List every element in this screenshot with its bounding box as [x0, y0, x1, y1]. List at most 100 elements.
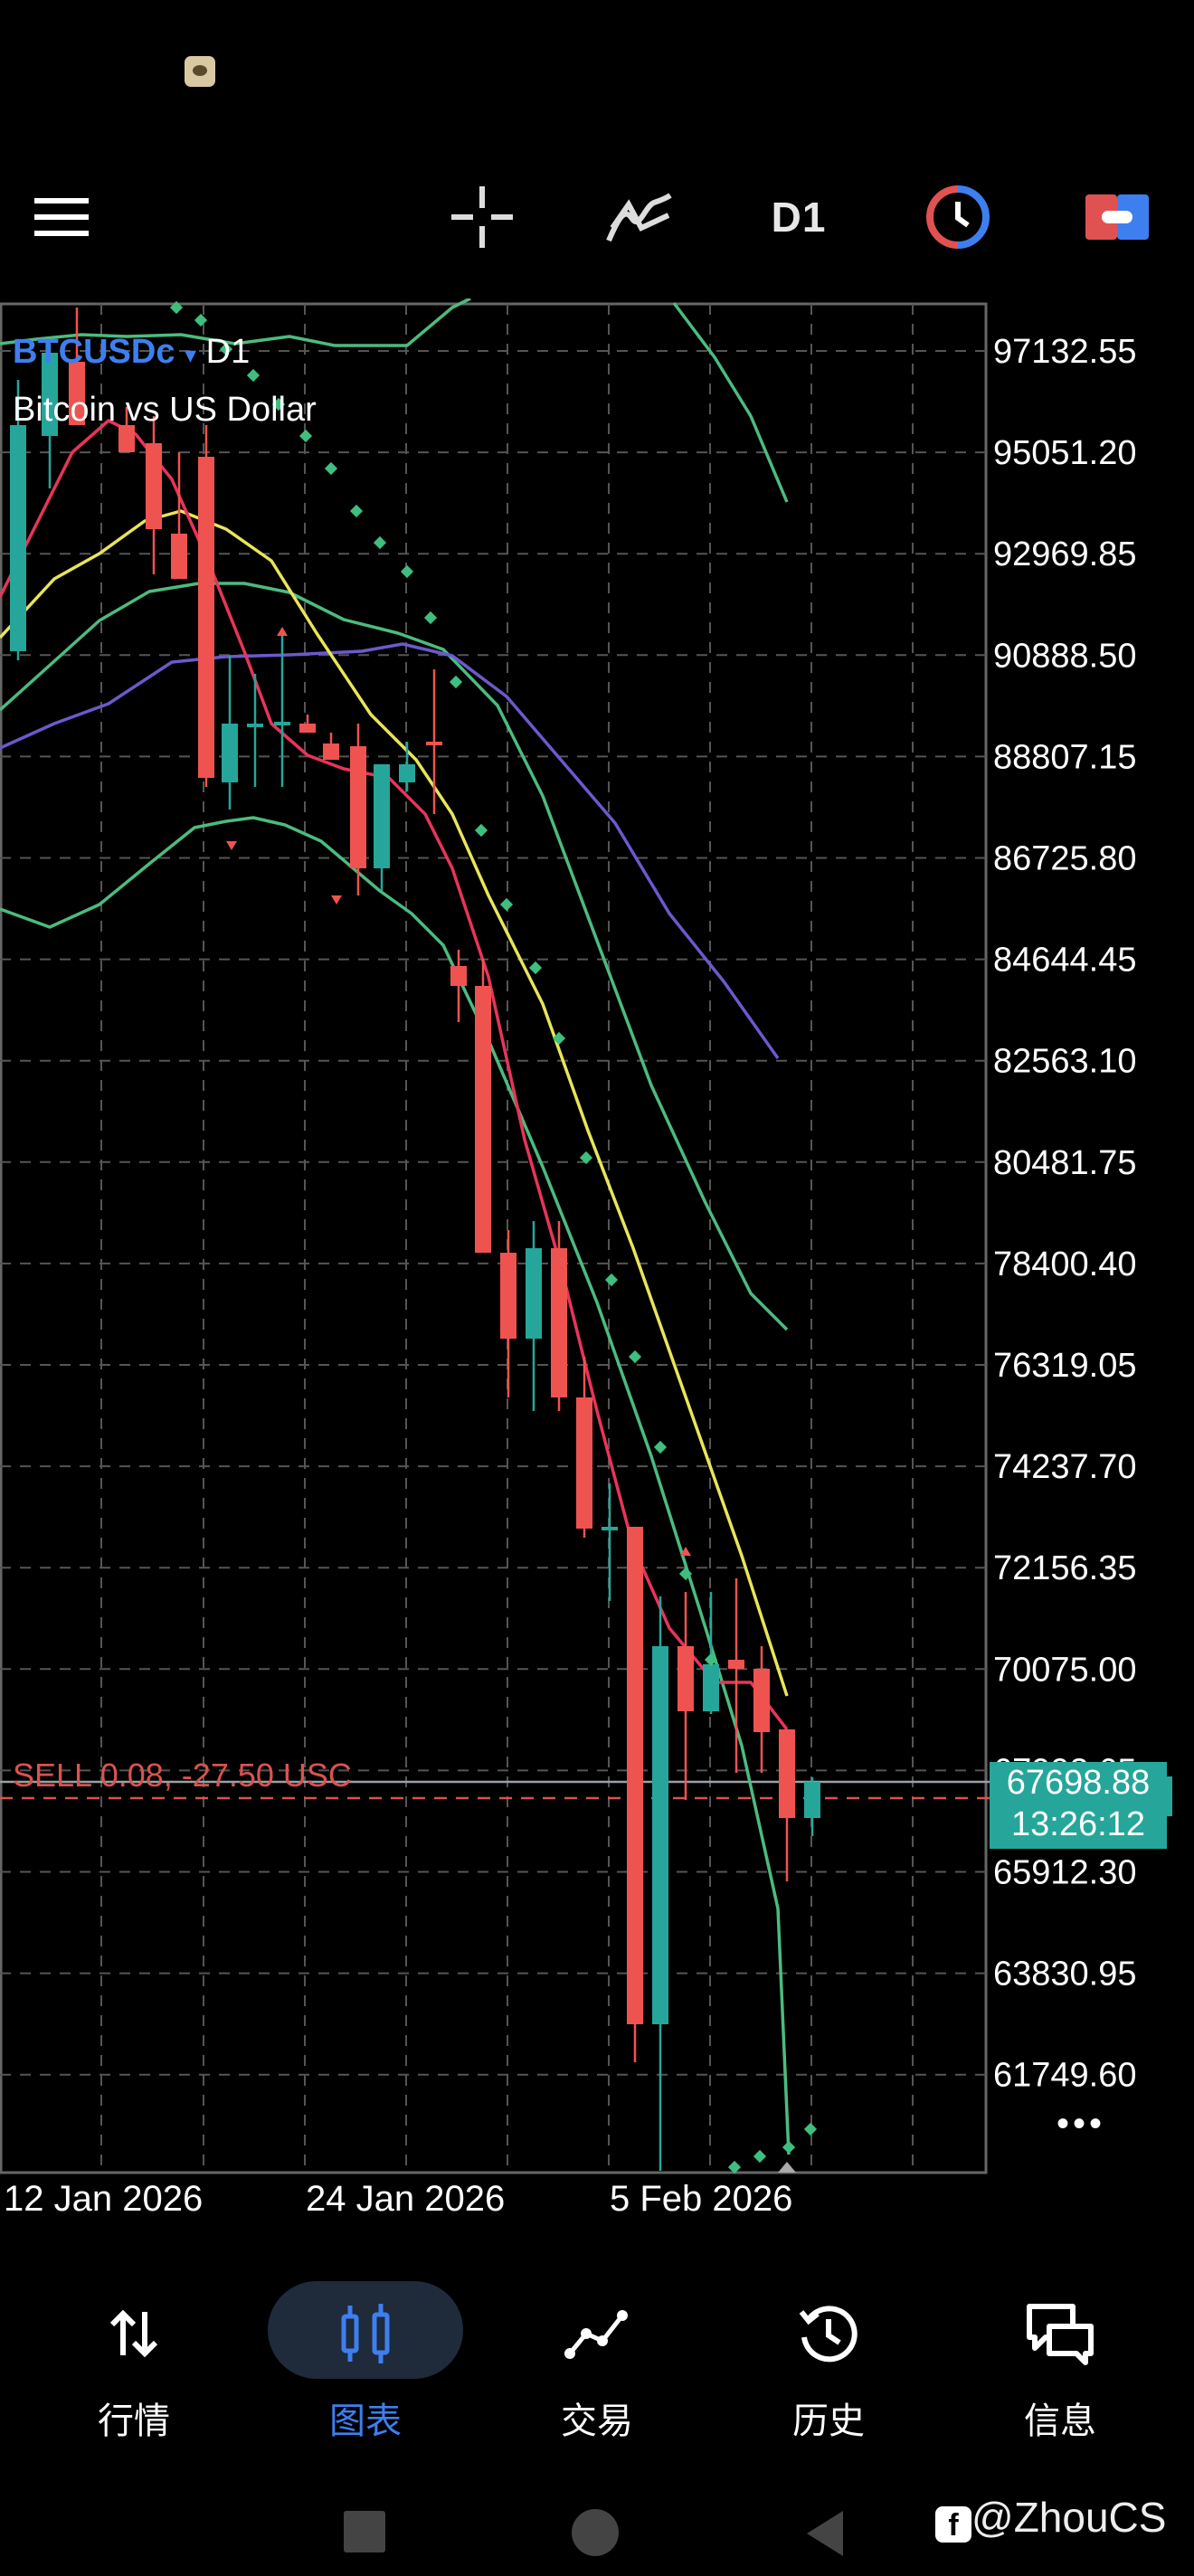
tab-messages[interactable]: 信息	[943, 2261, 1178, 2460]
moving-average-slow-line	[0, 642, 780, 1060]
candle-body	[146, 443, 162, 529]
price-tick-label: 88807.15	[993, 738, 1137, 776]
candle-body	[779, 1729, 795, 1818]
tab-chart-label: 图表	[329, 2401, 402, 2441]
price-tick-label: 82563.10	[993, 1043, 1137, 1081]
sar-dot	[628, 1350, 642, 1364]
price-tick-label: 86725.80	[993, 840, 1137, 878]
sar-dot	[474, 823, 488, 838]
tab-trade[interactable]: 交易	[479, 2261, 715, 2460]
candle-body	[602, 1527, 618, 1530]
axis-labels: 97132.55 95051.20 92969.85 90888.50 88807.15…	[4, 333, 1137, 2219]
social-logo-icon: f	[935, 2506, 971, 2543]
hamburger-menu-icon	[34, 198, 89, 236]
price-tick-label: 78400.40	[993, 1245, 1137, 1283]
sar-dot	[298, 429, 313, 443]
price-tag-edge	[1167, 1776, 1172, 1816]
sar-dot	[169, 300, 184, 315]
sar-dot	[373, 535, 387, 550]
candle-body	[551, 1248, 567, 1397]
date-tick-label: 12 Jan 2026	[4, 2179, 203, 2219]
signal-arrow-down	[226, 841, 237, 850]
one-click-trading-icon	[1085, 194, 1149, 240]
signal-arrow-down	[331, 895, 342, 904]
chart-toolbar: D1	[0, 163, 1194, 271]
symbol-caret-icon: ▾	[185, 341, 197, 368]
candlesticks	[10, 308, 820, 2171]
system-navigation-bar	[0, 2478, 1194, 2576]
quotes-arrows-icon	[80, 2288, 188, 2379]
timer-button[interactable]	[915, 163, 1000, 271]
signal-arrow-up	[277, 627, 288, 636]
chart-grid	[0, 302, 1172, 2174]
indicator-lines	[0, 298, 791, 2155]
chart-candles-icon	[311, 2288, 420, 2379]
candle-body	[374, 764, 390, 868]
back-icon[interactable]	[803, 2509, 847, 2558]
bar-timer: 13:26:12	[1011, 1805, 1145, 1843]
home-icon[interactable]	[572, 2509, 619, 2556]
candle-body	[627, 1527, 643, 2024]
candle-body	[500, 1253, 516, 1339]
price-tick-label: 84644.45	[993, 942, 1137, 980]
price-tick-label: 70075.00	[993, 1651, 1137, 1689]
candle-body	[526, 1248, 542, 1339]
timeframe-label: D1	[771, 194, 827, 241]
chart-shift-marker	[778, 2162, 796, 2173]
bollinger-upper-line-a	[0, 298, 471, 347]
candle-body	[576, 1397, 592, 1529]
candle-body	[118, 425, 135, 452]
tab-quotes[interactable]: 行情	[16, 2261, 251, 2460]
history-clock-icon	[774, 2288, 883, 2379]
price-tick-label: 76319.05	[993, 1347, 1137, 1385]
tab-history[interactable]: 历史	[711, 2261, 946, 2460]
price-tick-label: 74237.70	[993, 1448, 1137, 1486]
trade-line-icon	[543, 2288, 651, 2379]
sar-dot	[349, 504, 364, 518]
clock-icon	[926, 185, 990, 249]
candle-body	[728, 1660, 744, 1669]
candle-body	[69, 362, 85, 425]
recent-apps-icon[interactable]	[344, 2511, 385, 2552]
menu-button[interactable]	[18, 163, 105, 271]
candle-body	[323, 743, 339, 760]
crosshair-button[interactable]	[441, 163, 523, 271]
candle-body	[475, 986, 491, 1253]
sar-dot	[579, 1151, 593, 1165]
candle-body	[652, 1646, 668, 2024]
symbol-header[interactable]: BTCUSDc ▾ D1	[13, 333, 250, 372]
sar-dot	[194, 313, 208, 327]
price-chart[interactable]: 97132.55 95051.20 92969.85 90888.50 88807.15…	[0, 298, 1194, 2234]
candle-body	[753, 1669, 770, 1732]
indicators-button[interactable]	[599, 163, 680, 271]
sar-dot	[324, 461, 338, 476]
price-tick-label: 90888.50	[993, 637, 1137, 675]
parabolic-sar-dots	[169, 300, 818, 2174]
sar-dot	[246, 368, 261, 383]
price-tick-label: 92969.85	[993, 535, 1137, 573]
current-price: 67698.88	[1006, 1764, 1151, 1802]
candle-body	[299, 724, 316, 733]
sar-dot	[449, 675, 463, 689]
sar-dot	[219, 342, 233, 356]
one-click-trading-button[interactable]	[1075, 163, 1160, 271]
candle-body	[247, 724, 263, 727]
tab-messages-label: 信息	[1024, 2401, 1096, 2441]
indicators-icon	[606, 193, 672, 242]
timeframe-button[interactable]: D1	[758, 163, 839, 271]
tab-chart[interactable]: 图表	[248, 2261, 483, 2460]
position-label[interactable]: SELL 0.08, -27.50 USC	[13, 1757, 352, 1794]
bollinger-lower-line	[0, 816, 791, 2155]
sar-dot	[499, 897, 514, 912]
notification-app-icon	[185, 56, 215, 87]
crosshair-icon	[451, 186, 513, 248]
sar-dot	[604, 1273, 619, 1287]
moving-average-medium-line	[0, 509, 789, 1697]
messages-icon	[1006, 2288, 1114, 2379]
candle-body	[10, 425, 26, 651]
date-tick-label: 24 Jan 2026	[306, 2179, 505, 2219]
candle-body	[703, 1664, 719, 1711]
sar-dot	[678, 1567, 693, 1581]
more-options-button[interactable]: •••	[1057, 2104, 1106, 2144]
candle-body	[678, 1646, 694, 1711]
